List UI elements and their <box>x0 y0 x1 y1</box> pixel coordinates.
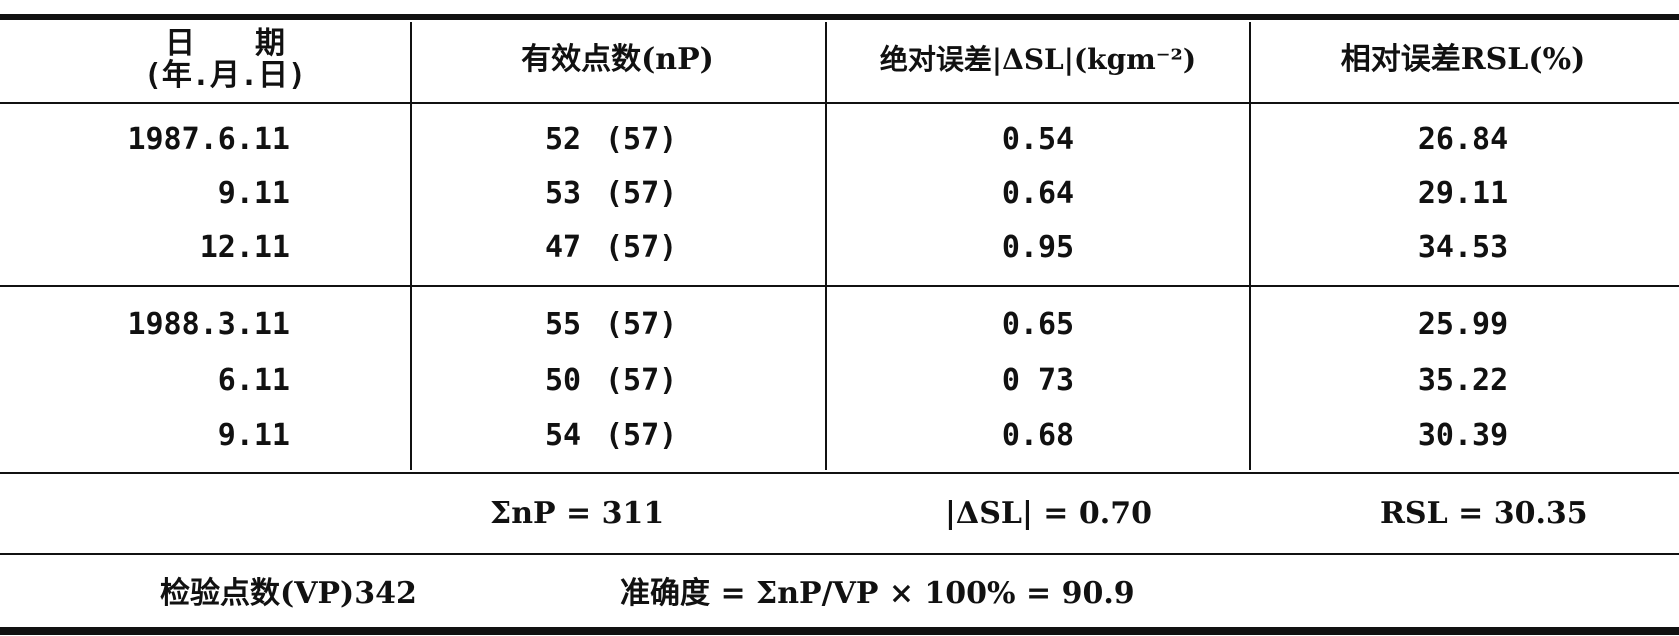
row-np-total: (57) <box>605 176 678 211</box>
data-end-rule <box>0 472 1679 474</box>
header-rel-err: 相对误差RSL(%) <box>1340 42 1586 77</box>
row-np-total: (57) <box>605 122 678 157</box>
col-divider-2 <box>825 22 827 470</box>
row-abs: 0.95 <box>1001 230 1075 265</box>
row-rel: 30.39 <box>1417 418 1509 453</box>
row-np-value: 53 <box>545 176 582 211</box>
row-date: 9.11 <box>217 418 290 453</box>
bottom-rule <box>0 627 1679 635</box>
col-divider-1 <box>410 22 412 470</box>
header-date-line2: (年.月.日) <box>143 58 307 93</box>
header-date-line1: 日 期 <box>165 26 285 61</box>
row-np-value: 50 <box>545 363 582 398</box>
row-date: 6.11 <box>217 363 290 398</box>
row-np: 50 (57) <box>545 363 695 399</box>
row-np-total: (57) <box>605 307 678 342</box>
header-rule <box>0 102 1679 104</box>
row-date: 9.11 <box>217 176 290 211</box>
header-abs-err: 绝对误差|ΔSL|(kgm⁻²) <box>879 43 1197 76</box>
row-np: 47 (57) <box>545 230 695 266</box>
row-rel: 34.53 <box>1417 230 1509 265</box>
top-rule <box>0 14 1679 20</box>
row-rel: 26.84 <box>1417 122 1509 157</box>
row-rel: 29.11 <box>1417 176 1509 211</box>
row-date: 12.11 <box>199 230 290 265</box>
row-date: 1987.6.11 <box>127 122 290 157</box>
row-np-value: 54 <box>545 418 582 453</box>
footer-vp-count: 检验点数(VP)342 <box>160 576 417 611</box>
row-np: 53 (57) <box>545 176 695 212</box>
row-np-value: 52 <box>545 122 582 157</box>
summary-mean-abs: |ΔSL| = 0.70 <box>945 496 1152 531</box>
footer-accuracy: 准确度 = ΣnP/VP × 100% = 90.9 <box>620 576 1135 611</box>
row-np-value: 55 <box>545 307 582 342</box>
header-np: 有效点数(nP) <box>521 42 714 77</box>
row-np-total: (57) <box>605 418 678 453</box>
group-rule <box>0 285 1679 287</box>
row-rel: 25.99 <box>1417 307 1509 342</box>
row-abs: 0.65 <box>1001 307 1075 342</box>
row-np-total: (57) <box>605 230 678 265</box>
row-abs: 0.64 <box>1001 176 1075 211</box>
row-np: 55 (57) <box>545 307 695 343</box>
summary-mean-rel: RSL = 30.35 <box>1380 496 1588 531</box>
summary-end-rule <box>0 553 1679 555</box>
row-np: 54 (57) <box>545 418 695 454</box>
row-date: 1988.3.11 <box>127 307 290 342</box>
row-abs: 0 73 <box>1001 363 1075 398</box>
row-rel: 35.22 <box>1417 363 1509 398</box>
row-np-total: (57) <box>605 363 678 398</box>
row-abs: 0.68 <box>1001 418 1075 453</box>
row-abs: 0.54 <box>1001 122 1075 157</box>
row-np: 52 (57) <box>545 122 695 158</box>
summary-sum-np: ΣnP = 311 <box>490 496 665 531</box>
col-divider-3 <box>1249 22 1251 470</box>
row-np-value: 47 <box>545 230 582 265</box>
